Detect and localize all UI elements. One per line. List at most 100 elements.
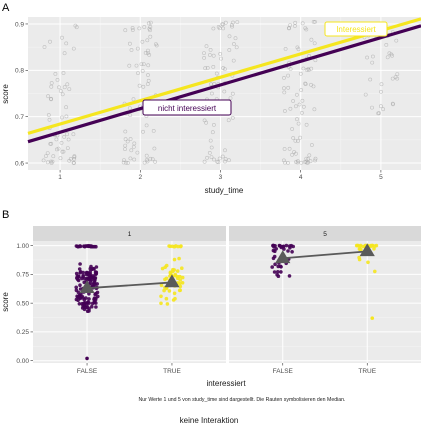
annotation-interessiert-text: Interessiert <box>336 25 376 34</box>
scatter-point <box>142 25 147 29</box>
scatter-point <box>308 159 313 164</box>
scatter-point <box>127 63 132 68</box>
scatter-point <box>128 137 133 141</box>
scatter-point <box>65 82 70 87</box>
scatter-point <box>57 85 61 90</box>
scatter-point <box>303 82 308 87</box>
jitter-point <box>78 270 82 275</box>
median-connector <box>86 281 173 290</box>
scatter-point <box>211 65 216 69</box>
scatter-point <box>394 38 399 43</box>
scatter-point <box>209 91 214 96</box>
scatter-point <box>124 160 129 165</box>
scatter-point <box>137 83 142 88</box>
scatter-point <box>64 105 69 110</box>
jitter-point <box>290 250 294 254</box>
y-tick-label: 0.75 <box>16 272 29 279</box>
scatter-point <box>60 92 65 97</box>
scatter-point <box>122 158 126 163</box>
footer-text: keine Interaktion <box>180 416 239 424</box>
jitter-point <box>88 279 93 283</box>
scatter-point <box>61 71 66 75</box>
scatter-point <box>282 86 286 91</box>
jitter-point <box>81 301 86 306</box>
jitter-point <box>281 244 286 249</box>
scatter-point <box>390 76 395 81</box>
scatter-point <box>389 52 394 57</box>
scatter-point <box>233 36 238 41</box>
jitter-point <box>272 270 277 274</box>
scatter-point <box>301 66 306 71</box>
scatter-point <box>220 154 225 159</box>
scatter-point <box>292 24 297 28</box>
scatter-point <box>46 94 51 99</box>
scatter-point <box>153 159 158 164</box>
scatter-point <box>62 51 67 56</box>
scatter-point <box>61 149 66 154</box>
scatter-point <box>230 91 235 96</box>
scatter-point <box>144 123 149 128</box>
jitter-point <box>286 249 290 253</box>
jitter-point <box>179 244 183 248</box>
median-marker <box>79 280 95 293</box>
y-tick-label: 0.25 <box>16 329 29 336</box>
scatter-point <box>295 160 300 165</box>
jitter-point <box>272 244 276 249</box>
scatter-point <box>282 147 287 151</box>
jitter-point <box>357 257 362 262</box>
jitter-point <box>74 285 78 290</box>
scatter-point <box>305 160 310 165</box>
scatter-point <box>215 159 220 164</box>
scatter-point <box>222 67 227 72</box>
x-tick-label: 1 <box>58 174 62 181</box>
median-marker <box>359 243 375 257</box>
scatter-point <box>219 56 224 61</box>
scatter-point <box>136 71 140 76</box>
scatter-point <box>390 101 395 106</box>
jitter-point <box>178 278 182 282</box>
jitter-point <box>85 356 89 361</box>
scatter-point <box>135 150 140 155</box>
scatter-point <box>141 129 145 134</box>
scatter-point <box>381 107 386 112</box>
jitter-point <box>180 275 185 280</box>
jitter-point <box>159 294 163 299</box>
jitter-point <box>172 257 177 262</box>
scatter-point <box>231 42 236 46</box>
jitter-point <box>78 262 82 266</box>
scatter-point <box>370 60 375 65</box>
scatter-point <box>49 81 54 85</box>
scatter-point <box>128 113 133 118</box>
scatter-point <box>282 76 286 80</box>
scatter-point <box>286 85 291 90</box>
jitter-point <box>174 244 178 248</box>
caption: Nur Werte 1 und 5 von study_time sind da… <box>139 397 346 403</box>
scatter-point <box>123 147 127 152</box>
x-tick-label: 5 <box>379 174 383 181</box>
jitter-point <box>92 244 97 249</box>
scatter-point <box>49 159 53 164</box>
y-tick-label: 1.00 <box>16 243 29 250</box>
scatter-point <box>67 158 72 163</box>
scatter-point <box>211 26 216 31</box>
jitter-point <box>81 270 85 275</box>
line-interessiert <box>27 17 421 135</box>
scatter-point <box>370 105 374 110</box>
jitter-point <box>175 269 180 273</box>
scatter-point <box>379 89 383 94</box>
scatter-point <box>209 82 213 87</box>
jitter-point <box>287 274 292 278</box>
scatter-point <box>60 149 65 154</box>
scatter-point <box>299 160 304 165</box>
jitter-point <box>276 274 281 279</box>
median-marker <box>275 250 291 264</box>
scatter-point <box>222 89 227 94</box>
jitter-point <box>91 275 96 280</box>
scatter-point <box>147 26 152 31</box>
jitter-point <box>82 298 87 302</box>
scatter-point <box>295 45 300 50</box>
scatter-point <box>312 41 317 46</box>
scatter-point <box>283 47 288 51</box>
scatter-point <box>311 19 316 24</box>
